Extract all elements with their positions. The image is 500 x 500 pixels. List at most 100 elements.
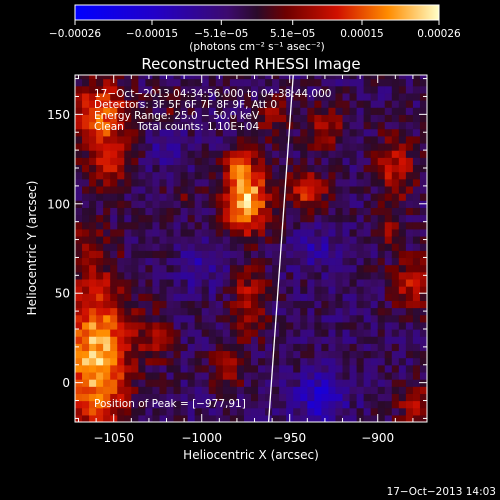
heatmap-cell	[412, 393, 421, 402]
heatmap-cell	[342, 221, 351, 230]
heatmap-cell	[412, 75, 421, 80]
heatmap-cell	[131, 92, 139, 101]
heatmap-cell	[391, 128, 400, 137]
heatmap-cell	[258, 100, 266, 108]
heatmap-cell	[363, 278, 372, 287]
heatmap-cell	[187, 128, 196, 137]
heatmap-cell	[173, 243, 182, 251]
heatmap-cell	[173, 178, 182, 187]
heatmap-cell	[356, 114, 365, 123]
limb-line	[267, 75, 294, 422]
heatmap-cell	[328, 85, 337, 94]
heatmap-cell	[75, 250, 83, 259]
heatmap-cell	[103, 235, 111, 244]
heatmap-cell	[201, 300, 210, 309]
heatmap-cell	[384, 350, 393, 359]
heatmap-cell	[173, 407, 182, 416]
heatmap-cell	[201, 128, 210, 137]
heatmap-cell	[166, 164, 175, 173]
heatmap-cell	[103, 328, 111, 337]
heatmap-cell	[187, 221, 196, 230]
heatmap-cell	[96, 157, 104, 166]
heatmap-cell	[103, 185, 111, 194]
heatmap-cell	[370, 128, 379, 137]
heatmap-cell	[166, 278, 175, 287]
heatmap-cell	[89, 278, 97, 287]
heatmap-cell	[272, 278, 280, 287]
heatmap-cell	[152, 250, 161, 259]
heatmap-cell	[243, 235, 252, 244]
heatmap-cell	[201, 171, 210, 180]
heatmap-cell	[180, 250, 189, 259]
heatmap-cell	[166, 157, 175, 166]
heatmap-cell	[370, 357, 379, 366]
heatmap-cell	[272, 178, 280, 187]
heatmap-cell	[187, 257, 196, 266]
heatmap-cell	[208, 178, 217, 187]
heatmap-cell	[187, 393, 196, 402]
heatmap-cell	[96, 114, 104, 123]
heatmap-cell	[166, 364, 175, 373]
heatmap-cell	[89, 85, 97, 94]
heatmap-cell	[370, 135, 379, 144]
heatmap-cell	[145, 221, 154, 230]
heatmap-cell	[96, 228, 104, 237]
heatmap-cell	[370, 121, 379, 130]
heatmap-cell	[356, 350, 365, 359]
heatmap-cell	[356, 278, 365, 287]
heatmap-cell	[412, 364, 421, 373]
heatmap-cell	[173, 142, 182, 151]
heatmap-cell	[131, 135, 139, 144]
heatmap-cell	[293, 400, 301, 409]
heatmap-cell	[279, 107, 287, 115]
heatmap-cell	[201, 214, 210, 223]
heatmap-cell	[110, 407, 118, 416]
heatmap-cell	[258, 307, 266, 316]
heatmap-cell	[103, 314, 111, 323]
heatmap-cell	[201, 257, 210, 266]
heatmap-cell	[194, 178, 203, 187]
heatmap-cell	[286, 221, 294, 230]
heatmap-cell	[370, 214, 379, 223]
heatmap-cell	[419, 228, 427, 237]
heatmap-cell	[377, 364, 386, 373]
heatmap-cell	[236, 157, 245, 166]
heatmap-cell	[96, 200, 104, 208]
heatmap-cell	[279, 178, 287, 187]
heatmap-cell	[286, 314, 294, 323]
heatmap-cell	[117, 278, 125, 287]
heatmap-cell	[89, 257, 97, 266]
heatmap-cell	[251, 307, 259, 316]
heatmap-cell	[405, 321, 414, 330]
heatmap-cell	[391, 286, 400, 294]
heatmap-cell	[103, 221, 111, 230]
heatmap-cell	[110, 393, 118, 402]
heatmap-cell	[159, 235, 168, 244]
heatmap-cell	[384, 407, 393, 416]
heatmap-cell	[222, 307, 231, 316]
heatmap-cell	[293, 243, 301, 251]
heatmap-cell	[405, 271, 414, 280]
heatmap-cell	[194, 92, 203, 101]
heatmap-cell	[215, 85, 224, 94]
heatmap-cell	[342, 207, 351, 216]
heatmap-cell	[243, 414, 252, 422]
heatmap-cell	[103, 128, 111, 137]
heatmap-cell	[89, 357, 97, 366]
heatmap-cell	[412, 128, 421, 137]
heatmap-cell	[307, 193, 315, 201]
heatmap-cell	[321, 235, 330, 244]
heatmap-cell	[349, 271, 358, 280]
heatmap-cell	[82, 75, 90, 80]
heatmap-cell	[187, 75, 196, 80]
heatmap-cell	[194, 400, 203, 409]
heatmap-cell	[75, 171, 83, 180]
heatmap-cell	[243, 185, 252, 194]
heatmap-cell	[314, 157, 322, 166]
heatmap-cell	[419, 75, 427, 80]
heatmap-cell	[328, 150, 337, 158]
heatmap-cell	[222, 114, 231, 123]
heatmap-cell	[152, 92, 161, 101]
heatmap-cell	[222, 85, 231, 94]
heatmap-cell	[335, 343, 344, 352]
